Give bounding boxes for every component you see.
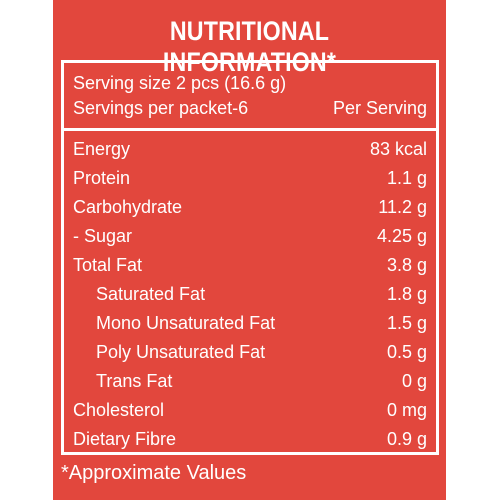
nutrient-name: Poly Unsaturated Fat [96, 342, 266, 362]
nutrient-name: Trans Fat [96, 371, 173, 391]
nutrient-value: 83 kcal [369, 139, 427, 159]
nutrient-name: Saturated Fat [96, 284, 206, 304]
nutrient-row-cholesterol: Cholesterol 0 mg [64, 396, 436, 425]
nutrient-value: 0 mg [386, 400, 427, 420]
serving-size: Serving size 2 pcs (16.6 g) [73, 73, 287, 93]
nutrient-row-trans-fat: Trans Fat 0 g [64, 367, 436, 396]
nutrient-row-saturated-fat: Saturated Fat 1.8 g [64, 280, 436, 309]
nutrient-row-carbohydrate: Carbohydrate 11.2 g [64, 193, 436, 222]
servings-row: Servings per packet-6 Per Serving [73, 96, 427, 120]
nutrient-row-sugar: - Sugar 4.25 g [64, 222, 436, 251]
nutrient-value: 1.5 g [386, 313, 427, 333]
nutrient-name: Dietary Fibre [73, 429, 177, 449]
nutrient-row-protein: Protein 1.1 g [64, 164, 436, 193]
nutrition-panel: Serving size 2 pcs (16.6 g) Servings per… [61, 60, 439, 455]
nutrient-value: 0 g [401, 371, 427, 391]
nutrient-value: 11.2 g [378, 197, 427, 217]
nutrient-value: 4.25 g [376, 226, 427, 246]
nutrient-row-dietary-fibre: Dietary Fibre 0.9 g [64, 425, 436, 454]
nutrient-value: 1.8 g [386, 284, 427, 304]
nutrient-value: 3.8 g [386, 255, 427, 275]
nutrient-row-poly-unsaturated-fat: Poly Unsaturated Fat 0.5 g [64, 338, 436, 367]
nutrition-label: NUTRITIONAL INFORMATION* Serving size 2 … [53, 0, 446, 500]
nutrient-name: Carbohydrate [73, 197, 183, 217]
nutrient-table: Energy 83 kcal Protein 1.1 g Carbohydrat… [64, 135, 436, 454]
nutrient-name: - Sugar [73, 226, 133, 246]
serving-info: Serving size 2 pcs (16.6 g) Servings per… [64, 63, 436, 131]
nutrient-name: Energy [73, 139, 131, 159]
nutrient-row-mono-unsaturated-fat: Mono Unsaturated Fat 1.5 g [64, 309, 436, 338]
nutrient-row-total-fat: Total Fat 3.8 g [64, 251, 436, 280]
per-serving-header: Per Serving [332, 98, 427, 118]
nutrient-name: Protein [73, 168, 131, 188]
nutrient-row-energy: Energy 83 kcal [64, 135, 436, 164]
nutrient-value: 0.9 g [386, 429, 427, 449]
servings-per-packet: Servings per packet-6 [73, 98, 249, 118]
nutrient-name: Total Fat [73, 255, 143, 275]
nutrient-value: 0.5 g [386, 342, 427, 362]
nutrient-name: Cholesterol [73, 400, 165, 420]
nutrient-value: 1.1 g [386, 168, 427, 188]
nutrient-name: Mono Unsaturated Fat [96, 313, 276, 333]
footnote: *Approximate Values [61, 462, 247, 484]
